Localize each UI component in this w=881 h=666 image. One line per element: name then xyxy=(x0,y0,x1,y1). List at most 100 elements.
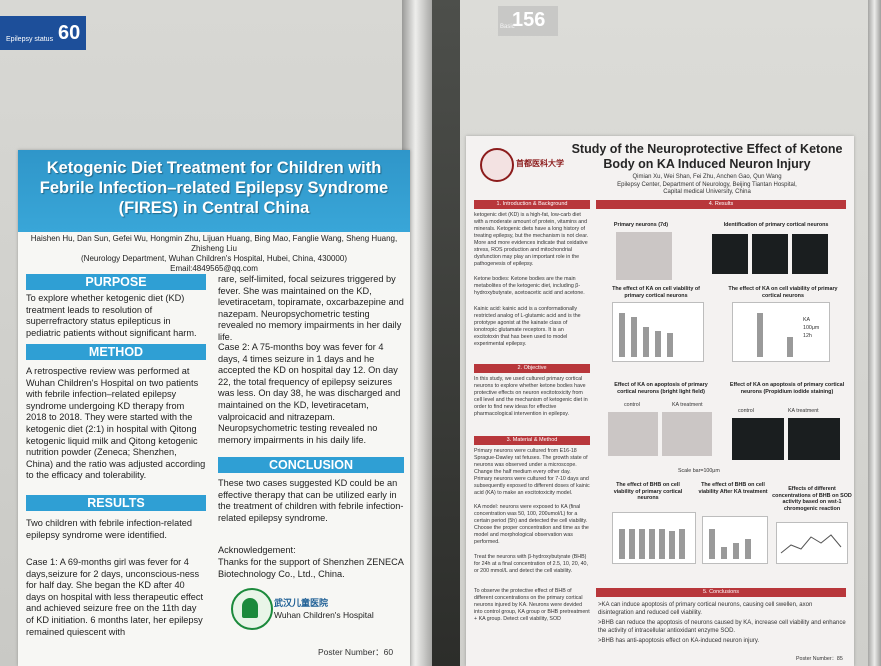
intro-text-3: Kainic acid: kainic acid is a conformati… xyxy=(474,306,581,347)
bhb-viability-chart xyxy=(612,512,696,564)
board-tag-number: 60 xyxy=(58,22,81,44)
identification-image-1 xyxy=(712,234,748,274)
email: Email:4849565@qq.com xyxy=(170,264,258,273)
results-text-2: Case 1: A 69-months girl was fever for 4… xyxy=(26,557,204,637)
intro-text: ketogenic diet (KD) is a high-fat, low-c… xyxy=(474,212,589,267)
figure-bhb-after-ka-title: The effect of BHB on cell viability Afte… xyxy=(698,482,768,495)
ka-treatment-label-2: KA treatment xyxy=(788,408,819,414)
hospital-logo-icon xyxy=(231,588,273,630)
conclusion-3: >BHB has anti-apoptosis effect on KA-ind… xyxy=(598,638,760,644)
poster-number: Poster Number：60 xyxy=(318,647,394,657)
chart-bar xyxy=(733,543,739,559)
results-text-1: Two children with febrile infection-rela… xyxy=(26,518,192,540)
method-text-2: KA model: neurons were exposed to KA (fi… xyxy=(474,504,589,545)
pi-ka-image xyxy=(788,418,840,460)
identification-image-2 xyxy=(752,234,788,274)
chart-bar xyxy=(745,539,751,559)
band-results: 4. Results xyxy=(596,200,846,209)
chart-bar xyxy=(709,529,715,559)
right-poster-number: Poster Number：85 xyxy=(796,656,843,662)
sod-activity-chart xyxy=(776,522,848,564)
ka-treatment-label: KA treatment xyxy=(672,402,703,408)
board-tag-label: Epilepsy status xyxy=(6,36,54,43)
affiliation-1: Epilepsy Center, Department of Neurology… xyxy=(617,181,797,188)
band-conclusions: 5. Conclusions xyxy=(596,588,846,597)
chart-legend-ka-conc: 100μm xyxy=(803,325,820,331)
university-name: 首都医科大学 xyxy=(516,159,564,168)
chart-bar xyxy=(787,337,793,357)
method-heading: METHOD xyxy=(26,344,206,360)
band-introduction: 1. Introduction & Background xyxy=(474,200,590,209)
right-poster-title: Study of the Neuroprotective Effect of K… xyxy=(571,142,843,171)
chart-legend-ka: KA xyxy=(803,317,811,323)
chart-bar xyxy=(669,531,675,559)
right-poster-authors: Qimian Xu, Wei Shan, Fei Zhu, Anchen Gao… xyxy=(562,174,852,197)
sod-line xyxy=(780,534,842,554)
control-label-2: control xyxy=(738,408,754,414)
chart-bar xyxy=(655,331,661,357)
chart-bar xyxy=(667,333,673,357)
affiliation: (Neurology Department, Wuhan Children's … xyxy=(81,254,347,263)
figure-ka-viability-title-1: The effect of KA on cell viability of pr… xyxy=(612,286,700,299)
ka-viability-chart-2: KA 100μm 12h xyxy=(732,302,830,362)
conclusion-heading: CONCLUSION xyxy=(218,457,404,473)
acknowledgement-heading: Acknowledgement: xyxy=(218,545,296,555)
right-pole xyxy=(868,0,881,666)
chart-bar xyxy=(659,529,665,559)
figure-bhb-viability-title: The effect of BHB on cell viability of p… xyxy=(613,482,683,502)
pi-control-image xyxy=(732,418,784,460)
band-method: 3. Material & Method xyxy=(474,436,590,445)
authors: Haishen Hu, Dan Sun, Gefei Wu, Hongmin Z… xyxy=(30,234,398,253)
method-text: A retrospective review was performed at … xyxy=(26,366,206,481)
affiliation-2: Capital medical University, China xyxy=(663,189,751,195)
apoptosis-control-image xyxy=(608,412,658,456)
hospital-name-en: Wuhan Children's Hospital xyxy=(274,610,374,620)
figure-sod-title: Effects of different concentrations of B… xyxy=(772,486,852,512)
identification-image-3 xyxy=(792,234,828,274)
university-seal-icon xyxy=(480,148,514,182)
ka-viability-chart-1 xyxy=(612,302,704,362)
authors: Qimian Xu, Wei Shan, Fei Zhu, Anchen Gao… xyxy=(632,174,782,180)
purpose-text: To explore whether ketogenic diet (KD) t… xyxy=(26,293,197,338)
chart-bar xyxy=(757,313,763,357)
board-tag-right: 156 Basic xyxy=(498,6,558,36)
sod-line-svg xyxy=(780,534,842,554)
primary-neurons-image xyxy=(616,232,672,280)
figure-apoptosis-title-2: Effect of KA on apoptosis of primary cor… xyxy=(729,382,845,395)
hospital-name-cn: 武汉儿童医院 xyxy=(274,598,329,608)
intro-text-2: Ketone bodies: Ketone bodies are the mai… xyxy=(474,276,585,296)
results-case-2: Case 2: A 75-months boy was fever for 4 … xyxy=(218,342,401,445)
conclusion-1: >KA can induce apoptosis of primary cort… xyxy=(598,602,813,616)
band-objective: 2. Objective xyxy=(474,364,590,373)
board-tag-label-right: Basic xyxy=(500,24,515,30)
chart-bar xyxy=(639,529,645,559)
figure-apoptosis-title-1: Effect of KA on apoptosis of primary cor… xyxy=(614,382,708,395)
chart-bar xyxy=(679,529,685,559)
conclusion-text: These two cases suggested KD could be an… xyxy=(218,478,404,523)
poster-title: Ketogenic Diet Treatment for Children wi… xyxy=(39,159,389,217)
board-tag-left: Epilepsy status 60 xyxy=(0,16,86,50)
objective-text: In this study, we used cultured primary … xyxy=(474,376,588,417)
title-band xyxy=(18,150,410,232)
apoptosis-ka-image xyxy=(662,412,712,456)
purpose-heading: PURPOSE xyxy=(26,274,206,290)
chart-bar xyxy=(643,327,649,357)
control-label: control xyxy=(624,402,640,408)
scale-bar-label: Scale bar=100μm xyxy=(678,468,720,474)
acknowledgement-text: Thanks for the support of Shenzhen ZENEC… xyxy=(218,557,404,579)
background-gap xyxy=(430,0,460,666)
results-continued: rare, self-limited, focal seizures trigg… xyxy=(218,274,404,342)
board-tag-number-right: 156 xyxy=(512,9,546,31)
chart-bar xyxy=(631,317,637,357)
conclusion-2: >BHB can reduce the apoptosis of neurons… xyxy=(598,620,846,634)
bhb-after-ka-chart xyxy=(702,516,768,564)
method-text-4: To observe the protective effect of BHB … xyxy=(474,588,590,622)
figure-ka-viability-title-2: The effect of KA on cell viability of pr… xyxy=(728,286,838,299)
chart-bar xyxy=(619,313,625,357)
results-heading: RESULTS xyxy=(26,495,206,511)
figure-identification-title: Identification of primary cortical neuro… xyxy=(723,222,829,228)
chart-legend-ka-time: 12h xyxy=(803,333,812,339)
chart-bar xyxy=(619,529,625,559)
method-text-3: Treat the neurons with β-hydroxybutyrate… xyxy=(474,554,588,574)
chart-bar xyxy=(721,547,727,559)
